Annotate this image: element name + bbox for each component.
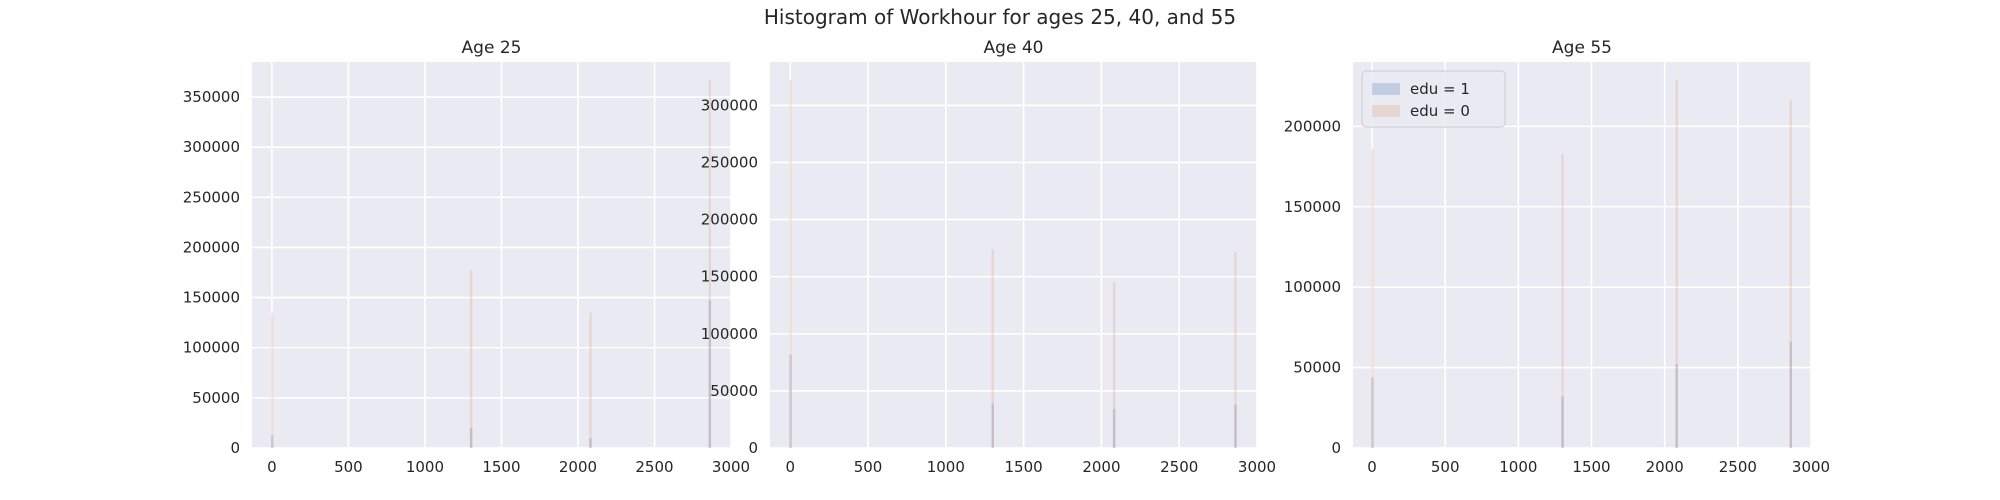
figure-title: Histogram of Workhour for ages 25, 40, a… xyxy=(763,5,1237,29)
y-tick-label: 50000 xyxy=(192,389,240,407)
y-tick-label: 250000 xyxy=(183,188,240,206)
x-tick-label: 2000 xyxy=(1082,458,1120,476)
bar-edu-0 xyxy=(991,249,994,448)
x-tick-label: 2000 xyxy=(1646,458,1684,476)
legend-label: edu = 1 xyxy=(1410,80,1470,98)
y-tick-label: 350000 xyxy=(183,88,240,106)
legend-label: edu = 0 xyxy=(1410,102,1470,120)
bar-edu-1 xyxy=(1112,409,1116,448)
x-tick-label: 3000 xyxy=(712,458,750,476)
bar-edu-1 xyxy=(708,300,712,448)
x-tick-label: 2500 xyxy=(1719,458,1757,476)
y-tick-label: 150000 xyxy=(701,268,758,286)
y-tick-label: 200000 xyxy=(1284,117,1341,135)
y-tick-label: 0 xyxy=(1331,439,1341,457)
plot-area-1 xyxy=(252,62,731,448)
bar-edu-1 xyxy=(1561,396,1564,448)
bar-edu-0 xyxy=(589,312,592,448)
subplot-title: Age 40 xyxy=(984,38,1044,58)
bar-edu-0 xyxy=(789,80,792,448)
x-tick-label: 1500 xyxy=(1572,458,1610,476)
bar-edu-1 xyxy=(1234,404,1237,448)
y-tick-label: 50000 xyxy=(1293,359,1341,377)
y-tick-label: 100000 xyxy=(1284,278,1341,296)
x-tick-label: 3000 xyxy=(1792,458,1830,476)
y-tick-label: 200000 xyxy=(701,211,758,229)
x-tick-label: 0 xyxy=(1367,458,1377,476)
x-tick-label: 1000 xyxy=(406,458,444,476)
plot-area-2 xyxy=(770,62,1257,448)
y-tick-label: 150000 xyxy=(1284,198,1341,216)
x-tick-label: 1000 xyxy=(927,458,965,476)
x-tick-label: 0 xyxy=(267,458,277,476)
bar-edu-0 xyxy=(270,312,274,448)
y-tick-label: 0 xyxy=(230,439,240,457)
legend-box xyxy=(1361,70,1506,128)
x-tick-label: 3000 xyxy=(1238,458,1276,476)
y-tick-label: 50000 xyxy=(710,382,758,400)
bar-edu-1 xyxy=(1675,364,1678,448)
bar-edu-0 xyxy=(1675,79,1678,449)
bar-edu-0 xyxy=(708,80,712,448)
bar-edu-1 xyxy=(1371,377,1374,448)
subplot-title: Age 25 xyxy=(462,38,522,58)
bar-edu-0 xyxy=(1789,100,1793,448)
bar-edu-1 xyxy=(789,354,792,448)
x-tick-label: 2500 xyxy=(635,458,673,476)
bar-edu-0 xyxy=(1371,148,1374,448)
subplot-title: Age 55 xyxy=(1552,38,1612,58)
y-tick-label: 200000 xyxy=(183,238,240,256)
bar-edu-1 xyxy=(270,434,274,448)
legend-swatch-edu-0 xyxy=(1372,105,1400,117)
y-tick-label: 0 xyxy=(748,439,758,457)
bar-edu-1 xyxy=(1789,341,1793,448)
bar-edu-0 xyxy=(1234,251,1237,448)
x-tick-label: 500 xyxy=(854,458,883,476)
y-tick-label: 250000 xyxy=(701,153,758,171)
x-tick-label: 500 xyxy=(334,458,363,476)
bar-edu-1 xyxy=(469,427,473,448)
bar-edu-1 xyxy=(589,437,592,448)
bar-edu-0 xyxy=(1561,153,1564,449)
x-tick-label: 2500 xyxy=(1160,458,1198,476)
bar-edu-0 xyxy=(469,270,473,448)
x-tick-label: 1500 xyxy=(1005,458,1043,476)
bar-edu-0 xyxy=(1112,282,1116,448)
x-tick-label: 500 xyxy=(1431,458,1460,476)
y-tick-label: 100000 xyxy=(183,339,240,357)
legend-swatch-edu-1 xyxy=(1372,83,1400,95)
x-tick-label: 0 xyxy=(785,458,795,476)
y-tick-label: 300000 xyxy=(701,96,758,114)
y-tick-label: 150000 xyxy=(183,289,240,307)
bar-edu-1 xyxy=(991,403,994,448)
x-tick-label: 1500 xyxy=(482,458,520,476)
x-tick-label: 2000 xyxy=(559,458,597,476)
y-tick-label: 100000 xyxy=(701,325,758,343)
y-tick-label: 300000 xyxy=(183,138,240,156)
x-tick-label: 1000 xyxy=(1499,458,1537,476)
